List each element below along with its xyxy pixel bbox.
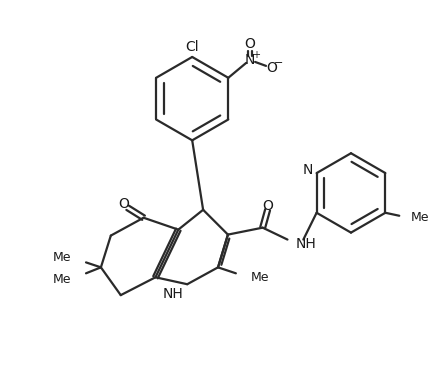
Text: Me: Me — [411, 211, 430, 224]
Text: Cl: Cl — [185, 40, 199, 54]
Text: Me: Me — [52, 251, 71, 264]
Text: N: N — [302, 163, 312, 177]
Text: Me: Me — [251, 271, 269, 284]
Text: O: O — [267, 61, 277, 75]
Text: +: + — [252, 50, 260, 60]
Text: N: N — [245, 53, 255, 67]
Text: O: O — [118, 197, 129, 211]
Text: Me: Me — [52, 273, 71, 286]
Text: O: O — [262, 199, 273, 213]
Text: NH: NH — [163, 287, 184, 301]
Text: −: − — [274, 58, 284, 68]
Text: NH: NH — [295, 236, 316, 251]
Text: O: O — [245, 37, 256, 51]
